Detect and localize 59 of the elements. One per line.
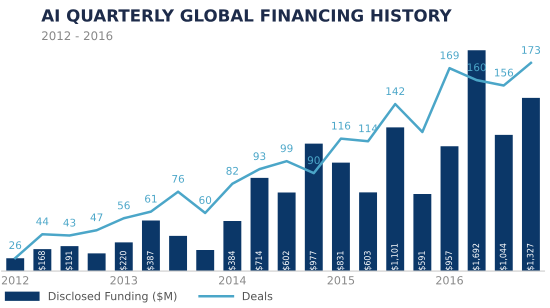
data-label: $602 <box>282 251 290 270</box>
data-label: $1,692 <box>472 244 480 270</box>
data-label: 99 <box>280 144 293 152</box>
bar <box>332 162 350 272</box>
data-label: 44 <box>36 218 48 226</box>
bar <box>142 220 160 272</box>
data-label: 93 <box>254 152 266 160</box>
bar <box>223 220 242 272</box>
data-label: $384 <box>228 251 236 270</box>
data-label: $957 <box>445 251 454 270</box>
data-label: 26 <box>9 241 22 250</box>
data-label: $977 <box>310 251 318 270</box>
bar <box>278 192 296 272</box>
bar <box>250 178 268 272</box>
x-tick-label: 2014 <box>219 276 246 284</box>
data-label: 156 <box>494 68 514 77</box>
data-label: $1,101 <box>390 244 399 270</box>
bar <box>6 258 24 272</box>
bar <box>494 134 513 272</box>
bar <box>522 98 540 272</box>
data-label: 43 <box>63 218 76 227</box>
data-label: $831 <box>336 251 345 270</box>
data-label: 142 <box>386 87 404 95</box>
data-label: 116 <box>332 122 350 130</box>
data-label: $1,044 <box>500 244 508 270</box>
bar <box>413 194 432 272</box>
legend-label: Deals <box>242 292 272 300</box>
bar <box>196 250 214 272</box>
data-label: $168 <box>38 251 46 270</box>
data-label: $1,327 <box>526 244 535 270</box>
bar <box>359 192 378 272</box>
data-label: 47 <box>90 214 102 222</box>
bar <box>440 146 458 272</box>
x-tick-label: 2012 <box>2 276 28 284</box>
data-label: $220 <box>120 251 128 270</box>
bar <box>169 236 188 272</box>
data-label: 173 <box>522 46 540 54</box>
data-label: 61 <box>145 194 157 203</box>
data-label: $191 <box>65 251 74 270</box>
data-label: 60 <box>199 196 212 204</box>
x-tick-label: 2015 <box>328 276 354 284</box>
data-label: 76 <box>172 174 184 183</box>
bar <box>386 127 404 272</box>
bar <box>88 253 106 272</box>
data-label: 169 <box>440 51 459 60</box>
chart-title: AI QUARTERLY GLOBAL FINANCING HISTORY <box>41 9 452 24</box>
bar <box>468 50 486 272</box>
data-label: $714 <box>255 251 264 270</box>
data-label: 90 <box>308 156 320 164</box>
legend-label: Disclosed Funding ($M) <box>48 292 176 302</box>
chart-subtitle: 2012 - 2016 <box>42 31 112 40</box>
data-label: $603 <box>364 251 372 270</box>
x-tick-label: 2016 <box>436 276 463 284</box>
x-tick-label: 2013 <box>110 276 138 284</box>
bar <box>304 144 323 272</box>
data-label: 82 <box>226 166 238 175</box>
data-label: $591 <box>418 251 426 270</box>
data-label: 56 <box>118 201 130 210</box>
data-label: $387 <box>146 251 155 270</box>
